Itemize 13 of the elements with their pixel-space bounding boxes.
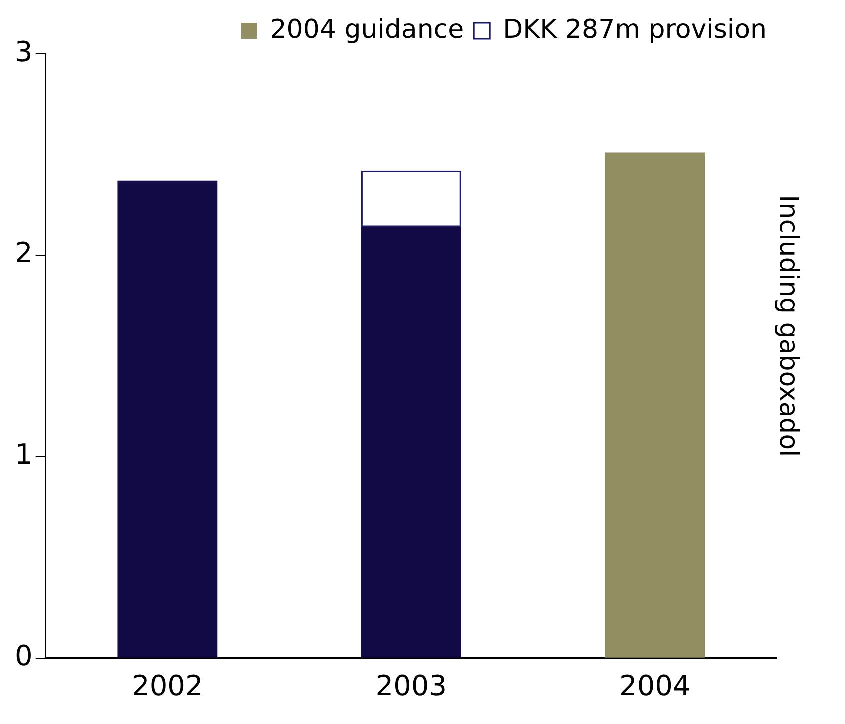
legend-label: DKK 287m provision: [503, 14, 768, 45]
x-tick-label: 2004: [620, 669, 691, 702]
x-tick-label: 2002: [132, 669, 204, 702]
y-tick-label: 1: [14, 438, 33, 472]
bar: [361, 227, 462, 658]
y-tick-label: 2: [14, 236, 33, 270]
bar: [118, 180, 218, 658]
y-tick-label: 0: [14, 640, 33, 673]
annotation: Including gaboxadol: [773, 195, 804, 458]
bar: [605, 152, 706, 658]
legend-label: 2004 guidance: [270, 14, 464, 45]
x-tick-label: 2003: [376, 669, 448, 702]
y-tick-label: 3: [14, 35, 33, 68]
